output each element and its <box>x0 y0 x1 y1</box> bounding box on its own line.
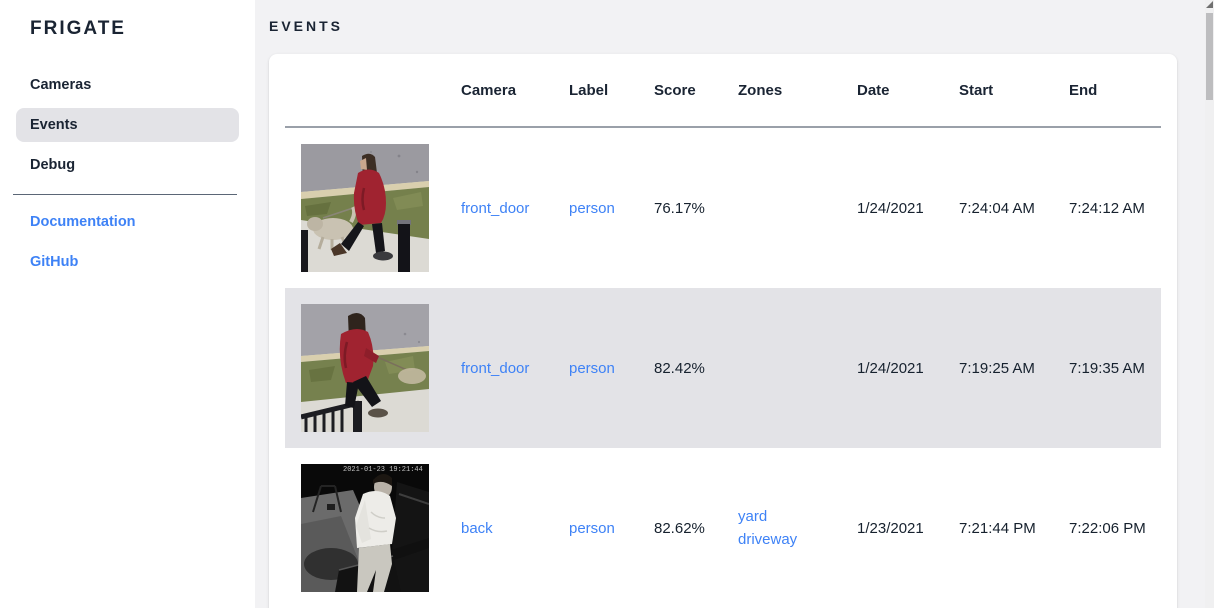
main-content: EVENTS Camera Label Score Zones Date Sta… <box>255 0 1214 608</box>
event-thumbnail[interactable] <box>301 304 429 432</box>
sidebar-link-documentation[interactable]: Documentation <box>30 214 136 230</box>
zones-cell <box>722 127 841 288</box>
event-thumbnail[interactable] <box>301 144 429 272</box>
column-header-camera: Camera <box>445 54 553 128</box>
score-value: 82.42% <box>638 288 722 448</box>
start-value: 7:21:44 PM <box>959 519 1036 537</box>
event-row[interactable]: 2021-01-23 19:21:44 back person 82.62% y… <box>285 448 1161 608</box>
end-value: 7:24:12 AM <box>1069 199 1145 217</box>
column-header-label: Label <box>553 54 638 128</box>
svg-text:2021-01-23 19:21:44: 2021-01-23 19:21:44 <box>343 466 423 474</box>
end-value: 7:22:06 PM <box>1069 519 1146 537</box>
date-value: 1/23/2021 <box>857 519 924 537</box>
zone-link-driveway[interactable]: driveway <box>738 531 798 548</box>
sidebar-nav: Cameras Events Debug <box>0 68 255 182</box>
sidebar-item-events[interactable]: Events <box>16 108 239 142</box>
event-row[interactable]: front_door person 82.42% 1/24/2021 7:19:… <box>285 288 1161 448</box>
scroll-up-arrow-icon <box>1206 1 1213 8</box>
column-header-zones: Zones <box>722 54 841 128</box>
column-header-start: Start <box>943 54 1053 128</box>
event-thumbnail[interactable]: 2021-01-23 19:21:44 <box>301 464 429 592</box>
camera-link[interactable]: front_door <box>461 199 530 217</box>
column-header-date: Date <box>841 54 943 128</box>
end-value: 7:19:35 AM <box>1053 288 1161 448</box>
sidebar: FRIGATE Cameras Events Debug Documentati… <box>0 0 255 608</box>
event-row[interactable]: front_door person 76.17% 1/24/2021 7:24:… <box>285 127 1161 288</box>
camera-link[interactable]: front_door <box>461 359 530 377</box>
events-table-header: Camera Label Score Zones Date Start End <box>285 54 1161 128</box>
column-header-score: Score <box>638 54 722 128</box>
camera-link[interactable]: back <box>461 519 493 537</box>
start-value: 7:24:04 AM <box>959 199 1035 217</box>
sidebar-item-debug[interactable]: Debug <box>30 157 76 173</box>
column-header-thumbnail <box>285 54 445 128</box>
sidebar-item-cameras[interactable]: Cameras <box>30 77 92 93</box>
app-title: FRIGATE <box>30 18 126 39</box>
page-title: EVENTS <box>269 18 344 34</box>
score-value: 82.62% <box>654 519 705 537</box>
zones-cell <box>722 288 841 448</box>
label-link[interactable]: person <box>569 519 615 537</box>
date-value: 1/24/2021 <box>841 288 943 448</box>
zones-cell: yard driveway <box>722 448 841 608</box>
column-header-end: End <box>1053 54 1161 128</box>
label-link[interactable]: person <box>569 359 615 377</box>
events-card: Camera Label Score Zones Date Start End <box>269 54 1177 608</box>
events-table: Camera Label Score Zones Date Start End <box>285 54 1161 608</box>
start-value: 7:19:25 AM <box>943 288 1053 448</box>
zone-link-yard[interactable]: yard <box>738 507 768 525</box>
scrollbar-thumb[interactable] <box>1206 13 1213 100</box>
sidebar-divider <box>13 194 237 195</box>
score-value: 76.17% <box>654 199 705 217</box>
label-link[interactable]: person <box>569 199 615 217</box>
sidebar-link-github[interactable]: GitHub <box>30 254 79 270</box>
date-value: 1/24/2021 <box>857 199 924 217</box>
scrollbar[interactable] <box>1205 0 1214 608</box>
